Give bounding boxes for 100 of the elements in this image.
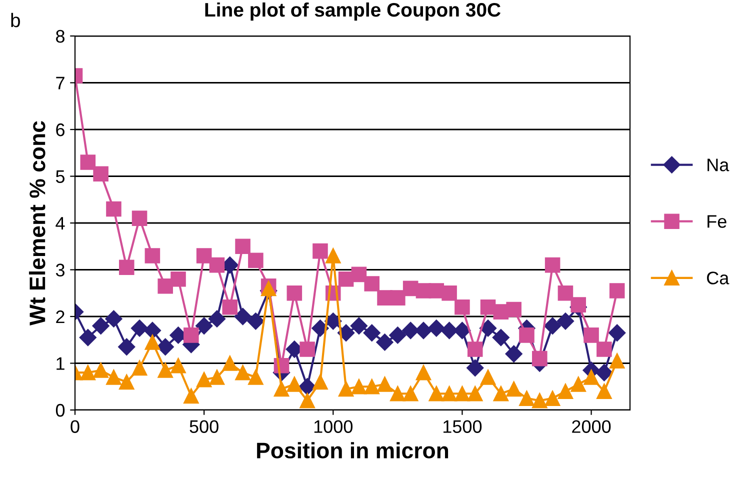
point: [184, 328, 199, 343]
point: [493, 386, 509, 402]
point: [208, 310, 226, 328]
point: [596, 364, 613, 382]
point: [79, 328, 96, 346]
point: [519, 328, 534, 343]
point: [442, 285, 457, 301]
point: [118, 260, 134, 276]
point: [312, 320, 329, 337]
x-tick-label: 500: [190, 420, 218, 433]
point: [286, 285, 302, 301]
point: [222, 356, 238, 371]
point: [584, 328, 599, 343]
point: [300, 342, 315, 357]
point: [532, 393, 548, 408]
point: [105, 310, 122, 328]
point: [132, 360, 148, 376]
point: [558, 384, 574, 399]
point: [544, 390, 560, 406]
point: [80, 154, 96, 170]
x-axis-title: Position in micron: [257, 442, 448, 458]
point: [544, 257, 560, 273]
point: [584, 370, 599, 385]
point: [247, 312, 264, 330]
point: [337, 324, 355, 342]
point: [376, 334, 394, 351]
point: [156, 338, 174, 356]
point: [416, 364, 432, 380]
point: [170, 358, 186, 374]
point: [558, 285, 574, 301]
point: [235, 364, 250, 380]
point: [130, 320, 148, 337]
point: [479, 320, 497, 337]
x-tick-label: 0: [70, 420, 80, 433]
point: [92, 317, 110, 334]
point: [235, 238, 250, 254]
point: [492, 328, 510, 346]
point: [364, 276, 380, 292]
point: [209, 370, 225, 385]
point: [196, 317, 213, 334]
point: [377, 376, 392, 392]
point: [608, 324, 626, 342]
point: [363, 324, 380, 342]
point: [467, 386, 483, 402]
point: [440, 322, 458, 340]
y-tick-label: 0: [56, 404, 65, 417]
point: [389, 326, 406, 344]
chart-title: Line plot of sample Coupon 30C: [205, 2, 501, 21]
point: [312, 374, 328, 390]
point: [312, 243, 328, 259]
y-tick-label: 4: [56, 217, 65, 230]
point: [596, 384, 612, 399]
point: [556, 312, 574, 330]
point: [158, 278, 173, 294]
point: [106, 370, 122, 385]
y-tick-label: 7: [56, 76, 64, 90]
point: [234, 308, 252, 326]
y-tick-label: 6: [56, 123, 64, 136]
point: [570, 297, 586, 312]
y-tick-label: 8: [56, 30, 64, 43]
point: [222, 300, 238, 315]
point: [480, 370, 496, 385]
point: [454, 322, 471, 340]
point: [402, 386, 418, 402]
x-tick-label: 1500: [444, 420, 482, 433]
point: [532, 350, 548, 366]
point: [118, 374, 134, 390]
point: [442, 386, 457, 402]
point: [106, 201, 122, 217]
point: [467, 342, 483, 357]
point: [428, 320, 445, 337]
point: [480, 300, 496, 315]
point: [351, 266, 367, 282]
point: [544, 317, 562, 334]
point: [466, 359, 484, 376]
point: [596, 342, 612, 357]
text: b: [11, 12, 20, 28]
point: [570, 376, 586, 392]
point: [506, 381, 522, 397]
point: [144, 334, 160, 350]
point: [505, 345, 522, 362]
point: [196, 248, 212, 264]
y-tick-label: 5: [56, 170, 65, 183]
point: [144, 248, 160, 264]
point: [390, 290, 406, 306]
legend-label: Na: [708, 158, 730, 172]
point: [93, 362, 108, 378]
point: [80, 364, 96, 380]
legend-label: Fe: [708, 215, 726, 228]
y-tick-label: 2: [56, 310, 64, 324]
point: [248, 252, 264, 268]
y-tick-label: 3: [56, 264, 64, 276]
point: [209, 257, 225, 273]
point: [170, 271, 186, 287]
point: [326, 248, 341, 264]
x-tick-label: 1000: [314, 420, 353, 433]
point: [338, 381, 354, 397]
point: [609, 353, 625, 369]
point: [609, 283, 625, 298]
x-tick-label: 2000: [572, 420, 611, 433]
